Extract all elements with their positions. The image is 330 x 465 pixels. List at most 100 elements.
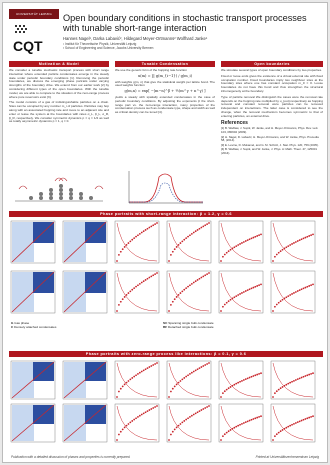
phase-point	[250, 375, 253, 378]
phase-point	[150, 275, 153, 278]
phase-point	[294, 241, 297, 243]
chain-schematic-figure	[15, 177, 104, 202]
panel-frame	[218, 220, 264, 264]
phase-point	[123, 246, 126, 248]
phase-point	[154, 406, 156, 408]
phase-point	[194, 230, 197, 233]
phase-point	[256, 235, 259, 237]
legend-key-bf: BF	[163, 325, 168, 329]
phase-point	[256, 373, 259, 376]
phase-point	[185, 375, 188, 378]
phase-panel-s6	[10, 270, 56, 314]
phase-point	[274, 305, 276, 308]
phase-point	[190, 232, 193, 235]
phase-point	[173, 428, 176, 431]
phase-point	[285, 426, 288, 429]
phase-boundary-curve	[220, 222, 262, 262]
phase-point	[225, 431, 228, 434]
phase-boundary-line	[11, 221, 55, 263]
poster-title: Open boundary conditions in stochastic t…	[63, 13, 307, 33]
phase-point	[119, 430, 122, 433]
phase-boundary-line	[63, 404, 107, 442]
phase-point	[129, 378, 132, 381]
phase-point	[129, 421, 132, 424]
phase-point	[183, 238, 186, 241]
phase-point	[242, 291, 245, 293]
phase-point	[300, 376, 303, 379]
phase-point	[272, 396, 274, 398]
phase-point	[196, 229, 199, 231]
phase-point	[241, 242, 243, 244]
phase-point	[239, 243, 241, 245]
phase-point	[223, 303, 226, 306]
phase-point	[127, 242, 130, 244]
phase-point	[148, 409, 151, 411]
phase-point	[189, 416, 191, 418]
phase-point	[277, 431, 280, 434]
phase-point	[281, 248, 284, 251]
reference-3: [3] E. Levine, D. Mukamel, and G. M. Sch…	[221, 142, 319, 147]
condensation-paragraph-3: yields a steady with spatially extended …	[115, 94, 215, 115]
phase-boundary-curve	[116, 272, 158, 312]
condensation-column: We use the generic form of the hopping r…	[115, 68, 215, 117]
phase-point	[152, 407, 155, 409]
legend-key-c: C	[11, 325, 14, 329]
phase-point	[133, 418, 136, 421]
phase-point	[248, 376, 251, 379]
phase-point	[175, 426, 178, 429]
phase-point	[192, 413, 195, 416]
phase-point	[229, 429, 232, 431]
phase-panel-z10	[218, 403, 264, 443]
phase-point	[181, 290, 184, 293]
phase-point	[135, 374, 137, 377]
phase-point	[254, 417, 257, 420]
phase-point	[252, 375, 255, 377]
affiliation-2: ² School of Engineering and Science, Jac…	[63, 46, 154, 50]
phase-point	[131, 238, 134, 241]
phase-point	[206, 406, 208, 408]
phase-point	[131, 377, 134, 379]
phase-point	[233, 246, 236, 249]
phase-region-gas	[12, 362, 34, 398]
phase-point	[133, 375, 136, 378]
footer-printer: Printed at Universitätsrechenzentrum Lei…	[255, 455, 319, 459]
phase-point	[279, 250, 282, 253]
phase-point	[260, 283, 262, 286]
open-boundaries-column: We simulate several types of open bounda…	[221, 68, 323, 157]
phase-point	[168, 396, 170, 398]
phase-point	[287, 382, 290, 385]
phase-point	[192, 281, 195, 284]
phase-point	[116, 396, 118, 398]
phase-point	[241, 422, 243, 425]
phase-point	[196, 279, 199, 281]
phase-point	[254, 285, 257, 288]
phase-point	[138, 232, 141, 235]
phase-point	[181, 378, 184, 381]
panel-frame	[218, 270, 264, 314]
open-boundaries-paragraph-2: Fixed or loose ends gives the existence …	[221, 73, 323, 93]
condensation-paragraph-2: with weights g(m, n) that give the stati…	[115, 79, 215, 88]
phase-point	[223, 390, 226, 393]
phase-point	[296, 240, 299, 242]
condensation-paragraph-1: We use the generic form of the hopping r…	[115, 68, 188, 72]
phase-point	[244, 240, 247, 242]
phase-point	[138, 282, 141, 285]
phase-point	[192, 231, 195, 234]
phase-point	[293, 422, 295, 425]
phase-point	[239, 293, 241, 295]
phase-point	[170, 433, 172, 436]
motivation-banner: Motivation & Model	[9, 61, 109, 67]
phase-point	[281, 298, 284, 301]
phase-point	[272, 310, 274, 312]
phase-point	[272, 260, 274, 262]
panel-frame	[270, 270, 316, 314]
condensate-curve-2	[129, 182, 203, 203]
phase-point	[202, 408, 205, 410]
open-boundaries-banner: Open boundaries	[221, 61, 323, 67]
phase-boundary-curve	[168, 222, 210, 262]
phase-point	[196, 368, 199, 371]
phase-point	[248, 238, 251, 241]
phase-point	[175, 383, 178, 386]
phase-point	[138, 414, 141, 417]
phase-point	[171, 300, 174, 303]
